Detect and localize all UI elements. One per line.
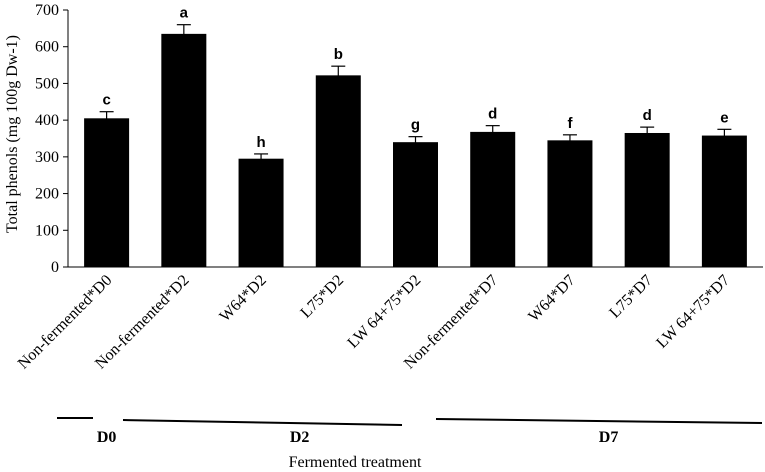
significance-letter: d	[643, 107, 652, 124]
y-axis-title: Total phenols (mg 100g Dw-1)	[4, 35, 21, 233]
bar	[701, 135, 747, 267]
bar	[470, 131, 516, 267]
x-tick-label: L75*D2	[297, 272, 347, 322]
significance-letters: c a h b g d f d e	[102, 5, 728, 151]
y-tick-label: 600	[35, 39, 59, 56]
error-bars	[99, 24, 732, 164]
significance-letter: d	[488, 106, 497, 123]
y-tick-label: 400	[35, 112, 59, 129]
x-tick-label: L75*D7	[606, 272, 656, 322]
x-axis-title: Fermented treatment	[289, 454, 422, 471]
y-tick-label: 0	[51, 259, 59, 276]
bar-series	[84, 33, 747, 267]
bar	[238, 158, 284, 267]
group-label: D0	[97, 429, 117, 446]
significance-letter: a	[180, 5, 189, 22]
y-tick-label: 100	[35, 222, 59, 239]
x-tick-label: W64*D2	[216, 272, 269, 325]
bar	[624, 132, 670, 267]
x-tick-label: W64*D7	[525, 272, 578, 325]
bar	[84, 118, 130, 267]
group-brackets: D0 D2 D7	[57, 417, 763, 446]
group-label: D2	[290, 429, 310, 446]
significance-letter: g	[411, 117, 420, 134]
bar	[315, 75, 361, 267]
y-tick-label: 200	[35, 186, 59, 203]
y-axis: 0 100 200 300 400 500 600 700	[35, 2, 69, 276]
y-tick-label: 500	[35, 75, 59, 92]
significance-letter: c	[102, 92, 110, 109]
group-label: D7	[599, 429, 619, 446]
significance-letter: e	[720, 109, 728, 126]
significance-letter: h	[256, 134, 265, 151]
bar	[393, 142, 438, 267]
x-tick-label: LW 64+75*D2	[344, 272, 424, 352]
significance-letter: f	[567, 115, 573, 132]
x-tick-label: LW 64+75*D7	[653, 272, 733, 352]
group-bracket-line	[122, 419, 403, 426]
bar	[547, 140, 593, 267]
group-bracket-line	[435, 418, 763, 424]
y-tick-label: 300	[35, 149, 59, 166]
significance-letter: b	[334, 46, 343, 63]
bar	[161, 33, 207, 267]
y-tick-label: 700	[35, 2, 59, 19]
